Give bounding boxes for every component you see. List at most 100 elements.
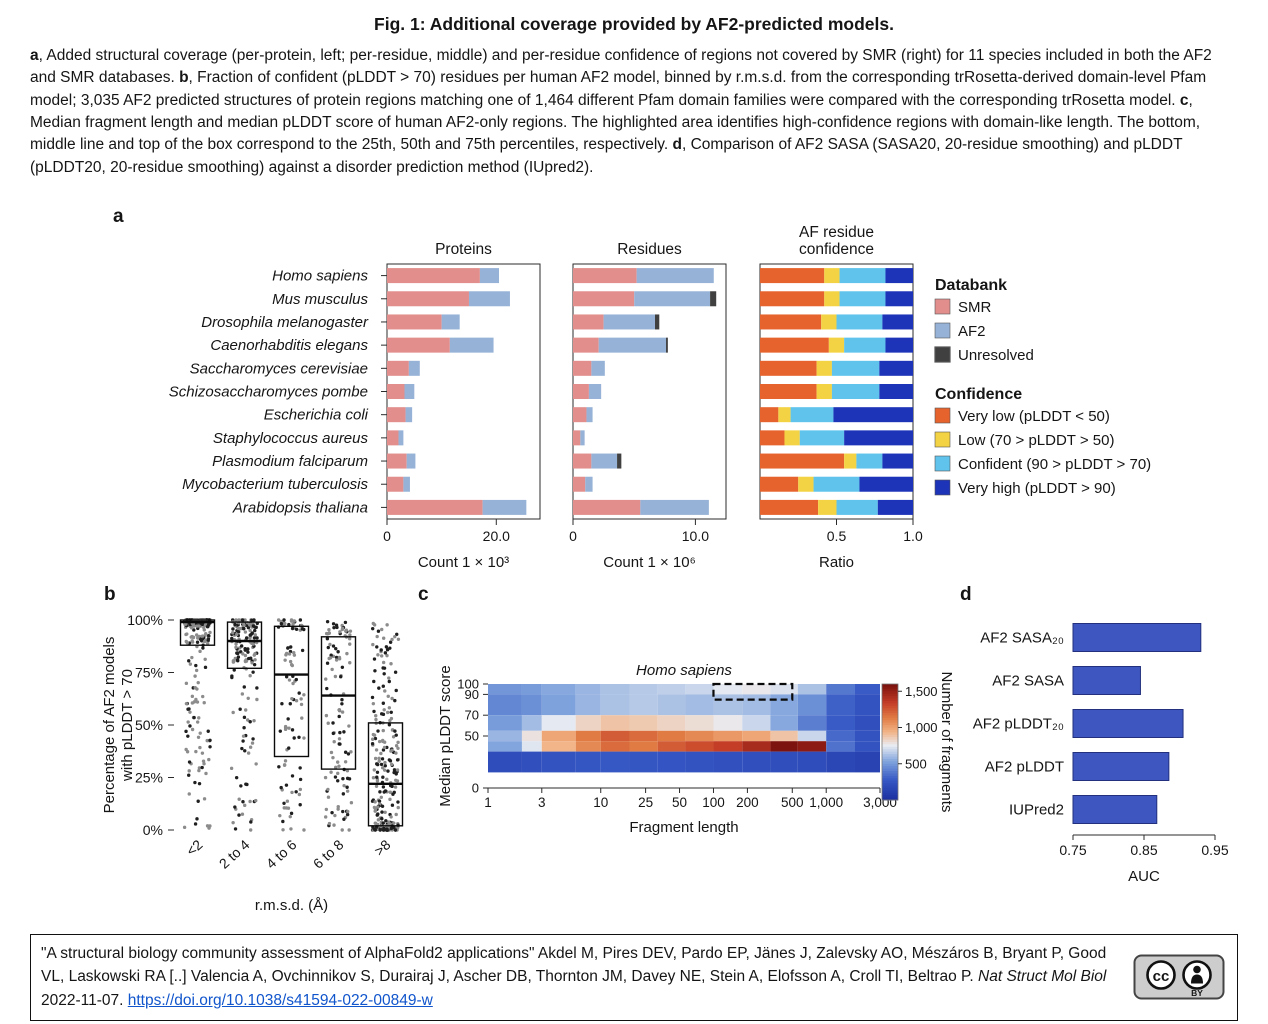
scatter-dot (297, 691, 301, 695)
scatter-dot (250, 618, 254, 622)
scatter-dot (252, 662, 257, 667)
scatter-dot (286, 717, 290, 721)
heatmap-cell (488, 730, 522, 742)
scatter-dot (347, 777, 352, 781)
scatter-dot (338, 742, 342, 746)
scatter-dot (289, 811, 294, 816)
scatter-dot (373, 756, 378, 761)
scatter-dot (192, 700, 197, 704)
species-label: Escherichia coli (264, 407, 369, 424)
low-swatch (934, 431, 951, 448)
scatter-dot (327, 631, 331, 635)
scatter-dot (326, 787, 330, 792)
scatter-dot (190, 694, 195, 699)
scatter-dot (335, 760, 340, 764)
x-tick-label: 20.0 (483, 528, 510, 544)
scatter-dot (329, 750, 334, 755)
heatmap-cell (657, 751, 686, 773)
scatter-dot (195, 720, 200, 724)
scatter-dot (334, 646, 338, 651)
bar-segment-smr (387, 291, 469, 307)
bar-segment-smr (573, 384, 589, 399)
x-tick-label: 0.75 (1059, 842, 1086, 858)
scatter-dot (372, 623, 377, 627)
bar-segment-unresolved (617, 453, 622, 469)
scatter-dot (371, 732, 376, 737)
axis-title: Count 1 × 10⁶ (603, 554, 696, 571)
bar-segment-af2 (634, 291, 711, 307)
scatter-dot (235, 632, 239, 637)
scatter-dot (348, 629, 353, 633)
bar-segment-very_high (879, 384, 913, 399)
legend-item-label: Low (70 > pLDDT > 50) (958, 432, 1114, 449)
scatter-dot (253, 652, 257, 656)
very_high-swatch (934, 479, 951, 496)
species-label: Mycobacterium tuberculosis (182, 476, 368, 493)
scatter-dot (193, 780, 197, 785)
heatmap-cell (742, 684, 771, 695)
scatter-dot (206, 622, 211, 627)
heatmap-cell (541, 730, 576, 742)
heatmap-cell (521, 694, 542, 716)
scatter-dot (193, 674, 197, 678)
bar-segment-af2 (586, 407, 593, 423)
scatter-dot (387, 723, 392, 727)
scatter-dot (238, 707, 242, 711)
scatter-dot (383, 651, 388, 655)
scatter-dot (196, 680, 200, 685)
bar-segment-very_low (760, 314, 822, 330)
colorbar-tick-label: 1,500 (905, 684, 938, 699)
scatter-dot (189, 626, 194, 630)
colorbar-step (882, 758, 898, 762)
scatter-dot (286, 646, 290, 650)
scatter-dot (198, 637, 203, 641)
scatter-dot (252, 636, 257, 640)
scatter-dot (198, 745, 202, 750)
scatter-dot (237, 813, 241, 817)
scatter-dot (287, 726, 291, 730)
scatter-dot (377, 799, 382, 803)
scatter-dot (186, 707, 190, 711)
bar-segment-low (798, 476, 814, 492)
colorbar-step (882, 739, 898, 743)
scatter-dot (391, 792, 395, 796)
heatmap-cell (770, 730, 798, 742)
scatter-dot (371, 642, 375, 647)
heatmap-cell (521, 684, 542, 695)
scatter-dot (386, 694, 390, 698)
scatter-dot (242, 715, 247, 720)
axis-title: Count 1 × 10³ (418, 554, 509, 571)
scatter-dot (197, 781, 202, 786)
scatter-dot (300, 716, 304, 720)
scatter-dot (338, 630, 342, 634)
colorbar-step (882, 734, 898, 738)
colorbar-step (882, 725, 898, 728)
colorbar-step (882, 771, 898, 774)
scatter-dot (248, 720, 252, 724)
species-label: Caenorhabditis elegans (210, 337, 368, 354)
scatter-dot (201, 646, 205, 650)
colorbar-step (882, 756, 898, 760)
scatter-dot (282, 801, 286, 805)
bar-segment-confident (831, 384, 880, 399)
scatter-dot (242, 626, 246, 631)
scatter-dot (197, 716, 201, 720)
scatter-dot (246, 647, 250, 651)
scatter-dot (333, 674, 338, 679)
bar-segment-very_low (760, 499, 819, 515)
scatter-dot (182, 825, 187, 830)
heatmap-cell (826, 684, 855, 695)
bar-segment-low (824, 291, 840, 307)
scatter-dot (393, 828, 398, 832)
heatmap-cell (713, 694, 743, 716)
legend-item-label: AF2 (958, 323, 986, 340)
scatter-dot (388, 790, 392, 794)
scatter-dot (383, 764, 387, 768)
scatter-dot (253, 633, 258, 637)
scatter-dot (246, 696, 250, 700)
scatter-dot (206, 634, 211, 638)
scatter-dot (289, 827, 293, 831)
scatter-dot (254, 798, 258, 803)
scatter-dot (185, 641, 189, 645)
doi-link[interactable]: https://doi.org/10.1038/s41594-022-00849… (127, 991, 433, 1009)
